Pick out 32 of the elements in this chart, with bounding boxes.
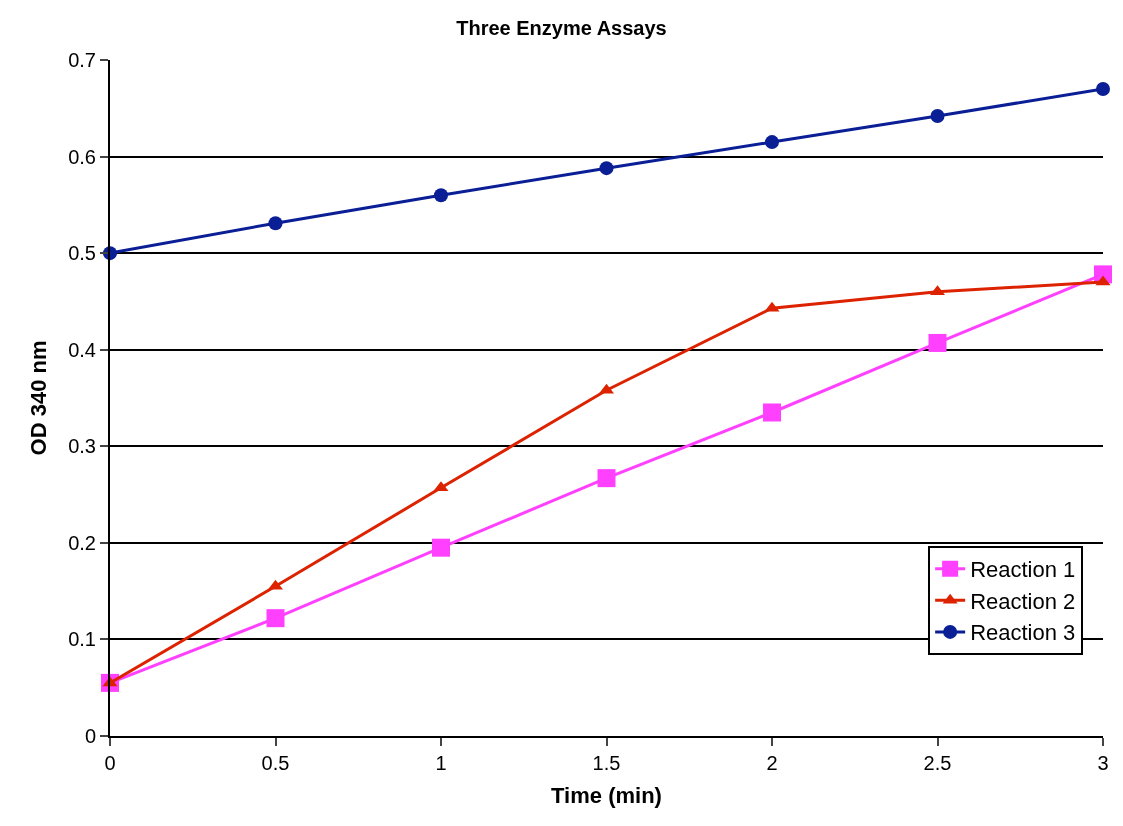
point (432, 538, 450, 557)
x-tick-label: 2.5 (923, 752, 952, 774)
y-tick-label: 0.3 (68, 435, 96, 458)
point (763, 403, 781, 422)
point (1096, 81, 1110, 96)
y-tick-label: 0.1 (68, 628, 96, 651)
point (930, 109, 945, 123)
point (597, 469, 616, 488)
legend-label: Reaction 1 (970, 557, 1076, 583)
point (266, 609, 285, 628)
x-tick-label: 3 (1097, 752, 1109, 774)
y-tick-label: 0 (84, 725, 96, 747)
y-tick-label: 0.5 (68, 242, 96, 265)
point (268, 216, 283, 231)
y-axis-title: OD 340 nm (26, 340, 52, 456)
point (434, 188, 448, 203)
point (928, 333, 947, 352)
x-tick-label: 1 (435, 752, 447, 774)
y-tick-label: 0.2 (68, 531, 96, 554)
y-tick-label: 0.6 (68, 145, 96, 168)
x-tick-label: 0.5 (261, 752, 290, 774)
point (599, 161, 614, 176)
x-axis-title: Time (min) (551, 783, 662, 809)
x-tick-label: 2 (766, 752, 778, 774)
y-tick-label: 0.7 (68, 49, 96, 71)
chart-title: Three Enzyme Assays (456, 16, 667, 39)
y-tick-label: 0.4 (68, 338, 96, 361)
x-tick-label: 0 (104, 752, 116, 774)
legend-label: Reaction 2 (970, 588, 1076, 614)
x-tick-label: 1.5 (592, 752, 621, 774)
point (765, 135, 779, 150)
legend-label: Reaction 3 (970, 620, 1076, 646)
